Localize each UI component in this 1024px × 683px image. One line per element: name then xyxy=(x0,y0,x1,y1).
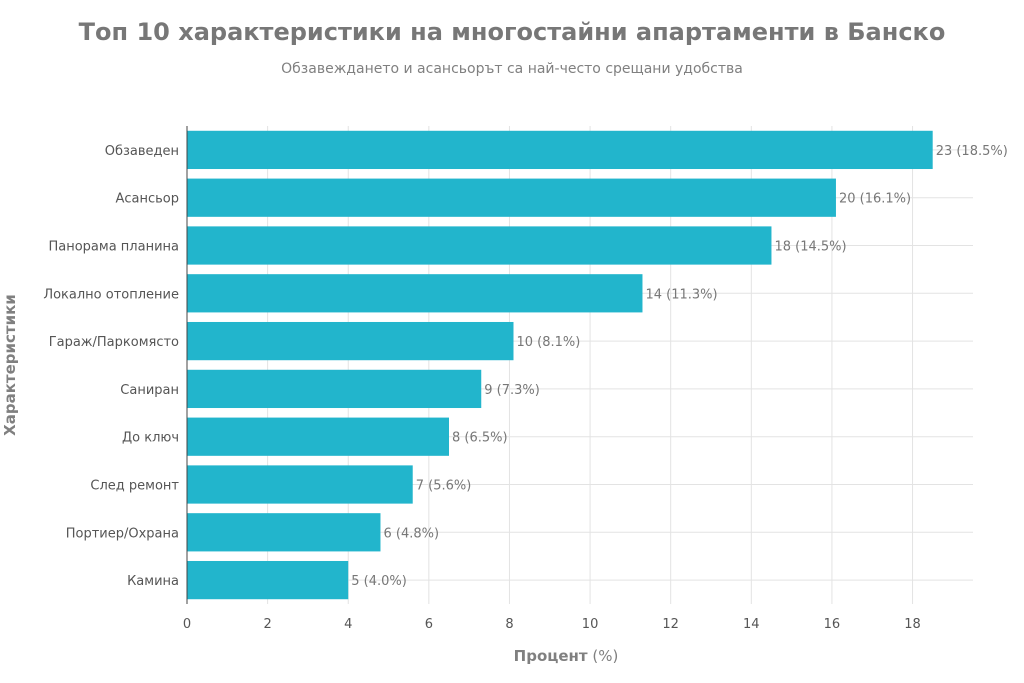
bar xyxy=(187,321,514,361)
y-tick-labels: Обзаведен Асансьор Панорама планина Локално… xyxy=(43,144,179,589)
y-tick-label: Локално отопление xyxy=(43,287,179,302)
x-axis-label: Процент (%) xyxy=(514,647,619,665)
y-tick-label: След ремонт xyxy=(90,479,179,494)
bar xyxy=(187,465,413,504)
data-label: 14 (11.3%) xyxy=(645,287,717,302)
x-tick-label: 0 xyxy=(183,617,191,632)
bar xyxy=(187,560,349,600)
x-tick-label: 8 xyxy=(505,617,513,632)
x-tick-label: 6 xyxy=(425,617,433,632)
y-tick-label: Камина xyxy=(127,574,179,589)
y-tick-label: Обзаведен xyxy=(105,144,179,159)
y-tick-label: Саниран xyxy=(120,383,179,398)
x-tick-label: 2 xyxy=(263,617,271,632)
x-tick-label: 16 xyxy=(824,617,841,632)
x-axis-label-bold: Процент xyxy=(514,647,588,665)
data-label: 7 (5.6%) xyxy=(416,479,472,494)
data-labels: 23 (18.5%) 20 (16.1%) 18 (14.5%) 14 (11.3%)… xyxy=(351,144,1008,589)
x-tick-label: 4 xyxy=(344,617,352,632)
x-tick-label: 10 xyxy=(582,617,599,632)
bar xyxy=(187,130,933,170)
bar xyxy=(187,513,381,552)
x-tick-label: 18 xyxy=(904,617,921,632)
y-tick-label: Портиер/Охрана xyxy=(66,526,179,541)
bars xyxy=(187,130,933,600)
data-label: 5 (4.0%) xyxy=(351,574,407,589)
x-tick-labels: 0 2 4 6 8 10 12 14 16 18 xyxy=(183,617,921,632)
bar xyxy=(187,369,482,409)
y-tick-label: До ключ xyxy=(122,431,179,446)
y-axis-label: Характеристики xyxy=(1,294,19,436)
data-label: 10 (8.1%) xyxy=(516,335,580,350)
x-tick-label: 14 xyxy=(743,617,760,632)
data-label: 6 (4.8%) xyxy=(383,526,439,541)
chart-title: Топ 10 характеристики на многостайни апа… xyxy=(78,18,946,46)
data-label: 8 (6.5%) xyxy=(452,431,508,446)
x-tick-label: 12 xyxy=(662,617,679,632)
data-label: 9 (7.3%) xyxy=(484,383,540,398)
y-tick-label: Асансьор xyxy=(115,192,179,207)
bar xyxy=(187,226,772,265)
bar xyxy=(187,417,449,456)
y-tick-label: Гараж/Паркомясто xyxy=(49,335,179,350)
x-axis-label-unit: (%) xyxy=(588,647,619,665)
bar xyxy=(187,274,643,313)
data-label: 20 (16.1%) xyxy=(839,192,911,207)
data-label: 23 (18.5%) xyxy=(936,144,1008,159)
bar xyxy=(187,178,836,217)
data-label: 18 (14.5%) xyxy=(774,240,846,255)
chart-subtitle: Обзавеждането и асансьорът са най-често … xyxy=(281,61,743,77)
y-tick-label: Панорама планина xyxy=(48,240,179,255)
